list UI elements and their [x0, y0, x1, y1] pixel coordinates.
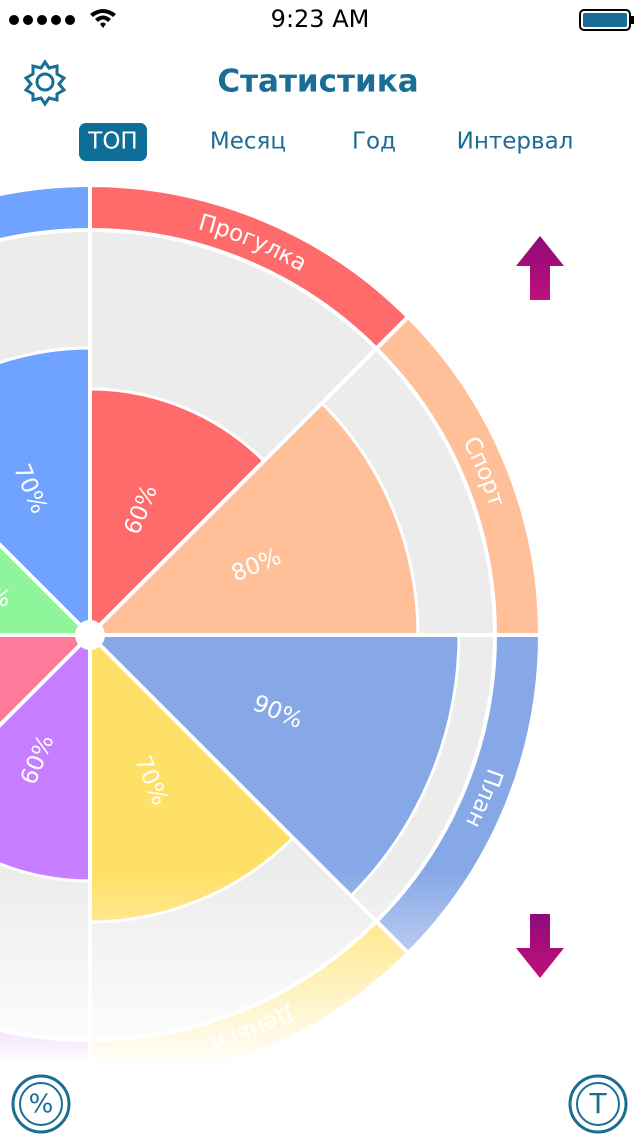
screen-title: Статистика: [217, 64, 418, 100]
status-bar: 9:23 AM: [9, 5, 634, 33]
value-wedge: [0, 346, 92, 639]
status-time: 9:23 AM: [271, 5, 370, 33]
text-button-label: T: [588, 1087, 607, 1120]
scroll-down-arrow[interactable]: [516, 914, 564, 978]
tab[interactable]: ТОП: [87, 129, 137, 155]
separator: [88, 315, 410, 637]
settings-button[interactable]: [23, 59, 67, 107]
value-wedge: [88, 387, 267, 639]
center-hub: [75, 620, 105, 650]
tab[interactable]: Месяц: [210, 129, 286, 155]
separator: [0, 633, 92, 728]
tab-bar: ТОП Месяц Год Интервал: [79, 123, 573, 161]
tab[interactable]: Год: [352, 129, 396, 155]
tab-selected-bg: [79, 123, 147, 161]
scroll-up-arrow[interactable]: [516, 236, 564, 300]
separator: [0, 542, 92, 637]
text-button[interactable]: T: [568, 1074, 628, 1134]
percent-button[interactable]: %: [11, 1074, 71, 1134]
value-wedge: [86, 400, 420, 637]
percent-button-label: %: [29, 1090, 54, 1120]
bottom-bg: [0, 1060, 640, 1136]
fade-overlay: [0, 870, 640, 1070]
tab[interactable]: Интервал: [457, 129, 574, 155]
